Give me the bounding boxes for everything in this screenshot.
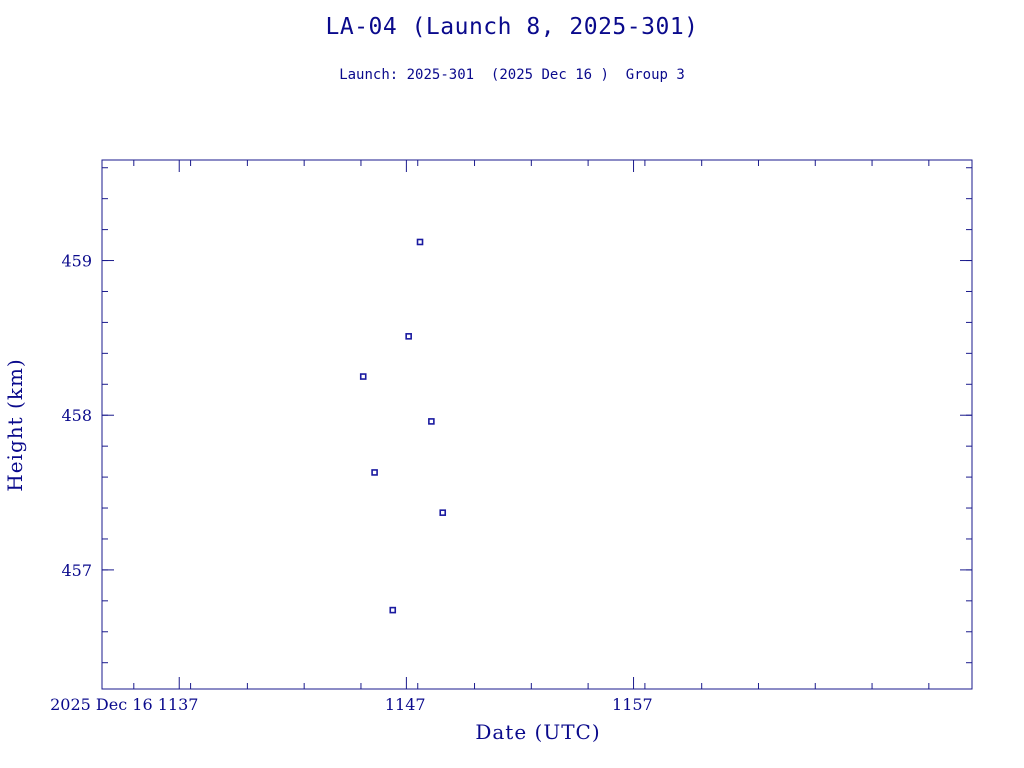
y-tick-label: 459 <box>61 252 92 271</box>
x-tick-label: 1157 <box>612 695 653 714</box>
y-tick-label: 457 <box>61 561 92 580</box>
x-tick-label: 1147 <box>385 695 426 714</box>
axis-ticks <box>102 160 972 689</box>
data-points <box>359 238 447 614</box>
data-point <box>428 418 435 425</box>
data-point <box>416 238 424 246</box>
chart-subtitle: Launch: 2025-301 (2025 Dec 16 ) Group 3 <box>339 67 685 83</box>
data-point <box>359 373 367 380</box>
axis-tick-labels: 2025 Dec 16 1137 1147 1157 457 458 459 <box>50 252 653 714</box>
data-point <box>371 469 378 476</box>
data-point <box>405 333 412 340</box>
data-point <box>389 606 397 614</box>
y-tick-label: 458 <box>61 406 92 425</box>
plot-frame <box>101 159 973 690</box>
x-tick-label: 2025 Dec 16 1137 <box>50 695 198 714</box>
x-axis-label: Date (UTC) <box>475 720 600 744</box>
y-axis-label: Height (km) <box>3 358 27 491</box>
data-point <box>439 509 447 516</box>
chart-title: LA-04 (Launch 8, 2025-301) <box>325 14 699 40</box>
